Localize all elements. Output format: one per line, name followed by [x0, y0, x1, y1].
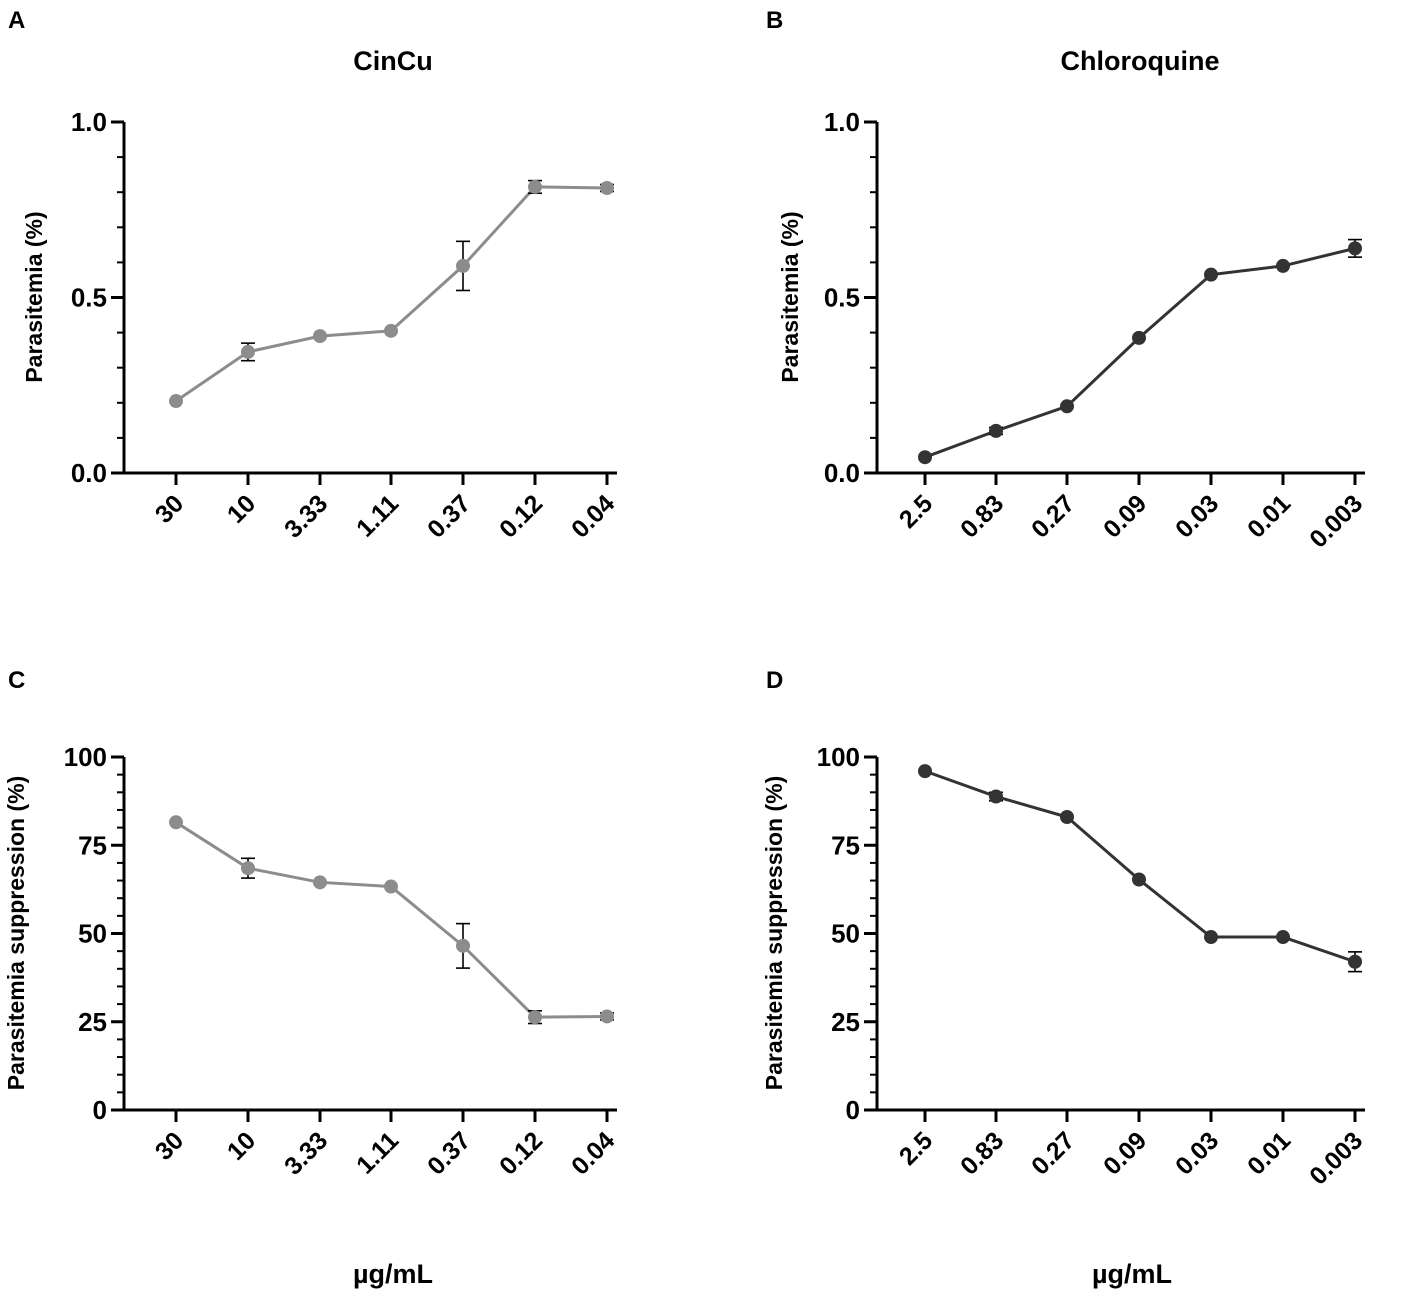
y-axis-label: Parasitemia (%) — [21, 211, 47, 382]
data-point — [241, 861, 255, 876]
x-tick-label: 0.83 — [955, 489, 1009, 543]
data-point — [384, 879, 398, 894]
data-point — [918, 764, 932, 779]
x-tick-label: 1.11 — [351, 489, 404, 542]
data-point — [1348, 954, 1362, 969]
x-tick-label: 0.37 — [422, 489, 476, 543]
chart-title: CinCu — [353, 46, 432, 76]
plot-area: 0 25 50 75 100 2.5 0.83 0.27 0.09 0.03 0.01 0.003 — [817, 742, 1369, 1190]
x-tick-label: 3.33 — [279, 489, 333, 543]
data-point — [1276, 258, 1290, 273]
data-point — [313, 875, 327, 890]
data-point — [600, 180, 614, 195]
data-point — [1060, 399, 1074, 414]
data-point — [528, 1010, 542, 1025]
y-tick-label: 0.0 — [824, 458, 860, 488]
series-line — [175, 821, 608, 1019]
chart-title: Chloroquine — [1061, 46, 1220, 76]
data-point — [1060, 810, 1074, 825]
y-tick-label: 75 — [831, 830, 860, 860]
y-tick-label: 75 — [78, 830, 107, 860]
y-tick-label: 25 — [78, 1007, 107, 1037]
data-point — [600, 1009, 614, 1024]
y-tick-label: 25 — [831, 1007, 860, 1037]
data-point — [989, 423, 1003, 438]
panel-b: B Chloroquine Parasitemia (%) 0.0 0.5 1.0 2… — [766, 7, 1368, 553]
x-axis-label: µg/mL — [353, 1259, 433, 1289]
y-tick-label: 1.0 — [71, 107, 107, 137]
x-tick-label: 0.003 — [1304, 1126, 1368, 1190]
series-line — [175, 185, 608, 403]
data-point — [1348, 241, 1362, 256]
x-tick-label: 0.09 — [1098, 489, 1152, 543]
y-axis-label: Parasitemia suppression (%) — [3, 776, 29, 1090]
data-point — [1132, 872, 1146, 887]
x-tick-label: 0.37 — [422, 1126, 476, 1180]
data-point — [169, 394, 183, 409]
panel-letter-c: C — [8, 667, 25, 694]
panel-d: D Parasitemia suppression (%) µg/mL 0 25 5… — [761, 667, 1368, 1289]
x-tick-label: 0.83 — [955, 1126, 1009, 1180]
plot-area: 0.0 0.5 1.0 30 10 3.33 1.11 0.37 0.12 0.04 — [71, 107, 620, 544]
y-tick-label: 50 — [78, 919, 107, 949]
y-tick-label: 0.0 — [71, 458, 107, 488]
x-tick-label: 0.12 — [494, 489, 548, 543]
y-tick-label: 50 — [831, 919, 860, 949]
y-tick-label: 0.5 — [71, 283, 107, 313]
x-tick-label: 0.03 — [1170, 489, 1224, 543]
y-axis-label: Parasitemia (%) — [777, 211, 803, 382]
series-line — [924, 246, 1356, 459]
data-point — [169, 815, 183, 830]
panel-letter-a: A — [8, 7, 25, 34]
y-tick-label: 0.5 — [824, 283, 860, 313]
x-tick-label: 30 — [150, 489, 189, 528]
x-tick-label: 10 — [222, 1126, 261, 1165]
x-tick-label: 0.27 — [1026, 1126, 1080, 1180]
x-tick-label: 1.11 — [351, 1126, 404, 1179]
y-tick-label: 100 — [817, 742, 860, 772]
x-tick-label: 0.03 — [1170, 1126, 1224, 1180]
plot-area: 0 25 50 75 100 30 10 3.33 1.11 0.37 0.12 0.04 — [64, 742, 621, 1181]
panel-letter-d: D — [766, 667, 783, 694]
data-point — [384, 323, 398, 338]
x-tick-label: 2.5 — [894, 489, 938, 533]
data-point — [1204, 267, 1218, 282]
x-tick-label: 0.003 — [1304, 489, 1368, 553]
y-tick-label: 1.0 — [824, 107, 860, 137]
x-tick-label: 0.04 — [566, 1126, 620, 1180]
x-tick-label: 10 — [222, 489, 261, 528]
panel-letter-b: B — [766, 7, 783, 34]
x-tick-label: 0.01 — [1242, 1126, 1296, 1180]
y-tick-label: 100 — [64, 742, 107, 772]
x-tick-label: 0.27 — [1026, 489, 1080, 543]
data-point — [456, 938, 470, 953]
x-tick-label: 30 — [150, 1126, 189, 1165]
data-point — [918, 450, 932, 465]
series-line — [924, 769, 1356, 964]
x-tick-label: 0.04 — [566, 489, 620, 543]
x-tick-label: 0.12 — [494, 1126, 548, 1180]
data-point — [456, 258, 470, 273]
y-axis-label: Parasitemia suppression (%) — [761, 776, 787, 1090]
y-tick-label: 0 — [846, 1095, 860, 1125]
data-point — [989, 789, 1003, 804]
x-axis-label: µg/mL — [1092, 1259, 1172, 1289]
data-point — [313, 329, 327, 344]
data-point — [1132, 330, 1146, 345]
data-point — [1204, 930, 1218, 945]
x-tick-label: 0.01 — [1242, 489, 1296, 543]
data-point — [1276, 930, 1290, 945]
x-tick-label: 2.5 — [894, 1126, 938, 1170]
data-point — [241, 344, 255, 359]
y-tick-label: 0 — [93, 1095, 107, 1125]
panel-a: A CinCu Parasitemia (%) 0.0 0.5 1.0 30 10 3.3… — [8, 7, 620, 544]
data-point — [528, 179, 542, 194]
plot-area: 0.0 0.5 1.0 2.5 0.83 0.27 0.09 0.03 0.01 0.003 — [824, 107, 1368, 553]
panel-c: C Parasitemia suppression (%) µg/mL 0 25 5… — [3, 667, 620, 1289]
x-tick-label: 3.33 — [279, 1126, 333, 1180]
x-tick-label: 0.09 — [1098, 1126, 1152, 1180]
